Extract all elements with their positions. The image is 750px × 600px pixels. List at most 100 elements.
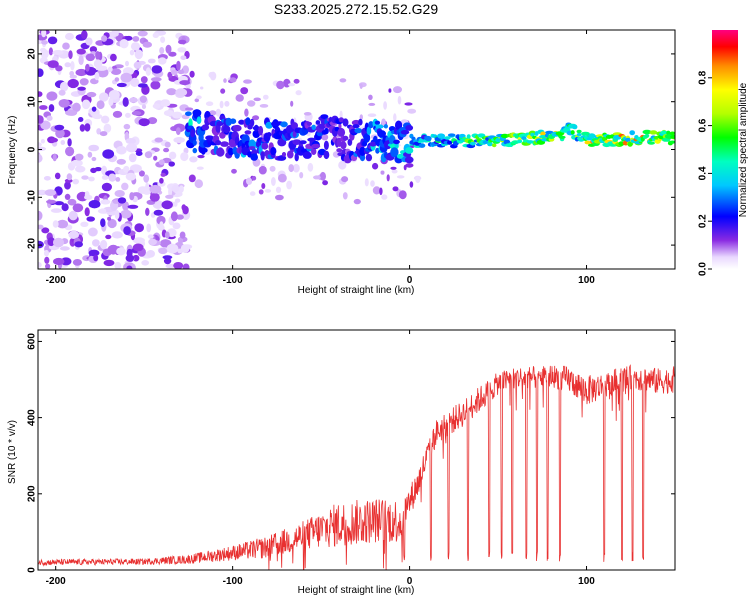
spectrogram-cell [368,94,373,101]
spectrogram-cell [133,61,142,69]
spectrogram-cell [358,118,363,126]
spectrogram-cell [72,259,82,266]
spectrogram-cell [101,35,108,42]
spectrogram-cell [46,115,53,121]
spectrogram-cell [145,182,150,192]
spectrogram-cell [165,263,175,269]
spectrogram-cell [38,142,42,147]
spectrogram-cell [469,141,476,146]
spectrogram-cell [182,263,190,269]
spectrogram-cell [135,151,143,157]
y-tick-label: 20 [27,48,38,60]
spectrogram-cell [81,175,89,180]
y-tick-label: 200 [27,485,38,502]
spectrogram-cell [171,111,183,119]
spectrogram-cell [88,249,100,257]
spectrogram-cell [107,218,117,229]
spectrogram-cell [166,243,179,254]
spectrogram-cell [53,257,65,266]
spectrogram-cell [278,173,287,183]
spectrogram-cell [107,66,113,73]
spectrogram-cell [67,198,77,206]
spectrogram-cell [131,111,142,116]
spectrogram-cell [100,199,111,205]
spectrogram-cell [447,140,453,145]
spectrogram-cell [114,210,120,220]
spectrogram-cell [354,128,363,134]
spectrogram-cell [381,194,388,200]
spectrogram-cell [292,163,300,173]
spectrogram-cell [123,226,131,236]
spectrogram-cell [120,72,133,83]
spectrogram-cell [372,162,379,170]
spectrogram-cell [190,129,195,138]
spectrogram-cell [294,153,299,162]
spectrogram-cell [231,168,237,174]
spectrogram-cell [601,136,608,142]
spectrogram-cell [392,186,399,192]
spectrogram-cell [353,198,361,205]
spectrogram-cell [44,249,49,257]
spectrogram-cell [93,59,103,68]
spectrogram-cell [405,147,414,154]
spectrogram-cell [248,139,256,149]
spectrogram-cell [43,176,51,181]
spectrogram-cell [244,130,252,135]
x-tick-label: -100 [223,576,243,587]
spectrogram-cell [99,131,108,137]
x-tick-label: 0 [407,576,413,587]
spectrogram-cell [338,160,347,170]
spectrogram-cell [107,31,119,37]
spectrogram-cell [175,127,181,135]
spectrogram-cell [110,53,117,62]
spectrogram-cell [270,147,277,156]
spectrogram-cell [65,32,74,41]
spectrogram-cell [170,211,178,222]
spectrogram-cell [220,141,229,147]
spectrogram-cell [253,97,261,102]
spectrogram-cell [125,60,129,67]
spectrogram-cell [286,180,292,190]
spectrogram-cell [188,174,196,183]
spectrogram-cell [58,89,66,96]
spectrogram-cell [366,126,372,135]
spectrogram-cell [74,241,83,248]
spectrogram-cell [342,192,348,200]
spectrogram-cell [219,100,224,109]
spectrogram-cell [669,140,675,144]
spectrogram-cell [65,146,75,157]
spectrogram-cell [336,148,343,153]
spectrogram-cell [340,141,347,150]
spectrogram-cell [50,208,62,213]
spectrogram-cell [407,108,417,114]
spectrogram-cell [359,114,363,121]
spectrogram-cell [388,88,392,93]
spectrogram-cell [311,124,316,130]
spectrogram-cell [40,120,51,130]
spectrogram-cell [584,140,591,145]
spectrogram-cell [125,112,131,118]
spectrogram-cell [52,153,57,162]
spectrogram-cell [128,153,137,163]
spectrogram-cell [94,71,100,81]
spectrogram-cell [178,39,187,45]
spectrogram-cell [55,128,65,139]
spectrogram-cell [220,88,226,94]
spectrogram-cell [92,239,100,247]
spectrogram-cell [296,146,305,156]
spectrogram-cell [54,201,64,206]
spectrogram-cell [251,175,257,181]
spectrogram-cell [96,128,102,135]
snr-y-label: SNR (10 * v/v) [7,420,18,484]
spectrogram-cell [339,110,343,120]
spectrogram-cell [173,201,178,207]
spectrogram-cell [41,30,47,38]
spectrogram-cell [38,154,43,163]
spectrogram-cell [41,227,50,234]
spectrogram-cell [224,100,230,107]
spectrogram-cell [338,117,344,123]
spectrogram-cell [245,117,251,126]
spectrogram-cell [100,239,108,250]
x-tick-label: -100 [223,275,243,286]
spectrogram-cell [181,204,187,211]
